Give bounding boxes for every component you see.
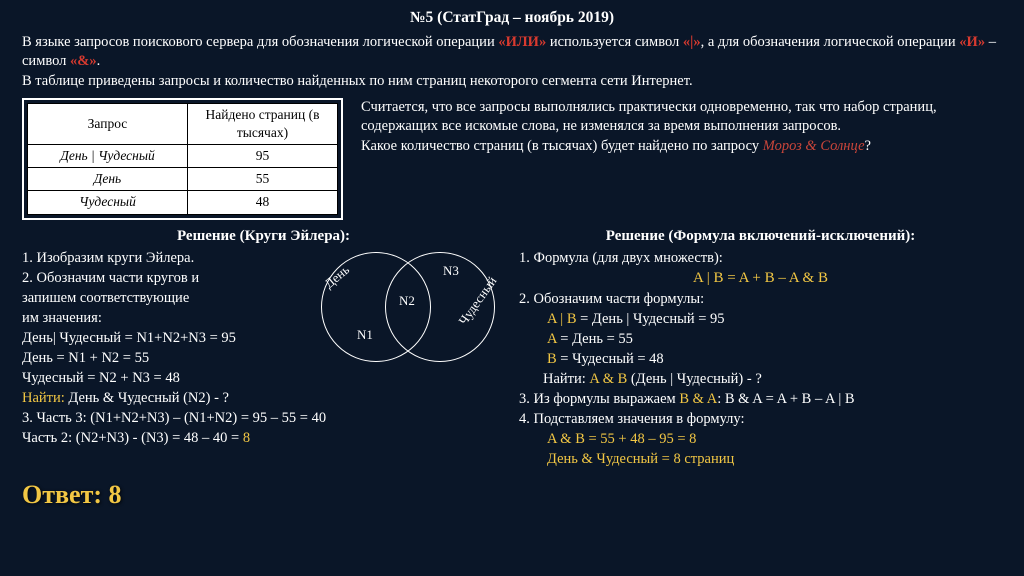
venn-diagram: День Чудесный N1 N2 N3 bbox=[313, 248, 503, 366]
question-text: Считается, что все запросы выполнялись п… bbox=[361, 98, 1002, 220]
sr-l10: День & Чудесный = 8 страниц bbox=[519, 449, 1002, 469]
th-count: Найдено страниц (в тысячах) bbox=[188, 103, 338, 144]
intro-p1e: . bbox=[97, 53, 101, 69]
v2: 55 bbox=[188, 168, 338, 191]
sl-l10b: 8 bbox=[243, 430, 250, 446]
data-table-wrap: Запрос Найдено страниц (в тысячах) День … bbox=[22, 98, 343, 220]
data-table: Запрос Найдено страниц (в тысячах) День … bbox=[27, 103, 338, 215]
sr-l4a: A bbox=[547, 331, 557, 347]
solution-euler: Решение (Круги Эйлера): 1. Изобразим кру… bbox=[22, 226, 505, 469]
sr-l7b: B & A bbox=[679, 391, 717, 407]
sr-l5a: B bbox=[547, 351, 557, 367]
sl-l9: 3. Часть 3: (N1+N2+N3) – (N1+N2) = 95 – … bbox=[22, 408, 505, 428]
sr-l1: 1. Формула (для двух множеств): bbox=[519, 248, 1002, 268]
solutions-row: Решение (Круги Эйлера): 1. Изобразим кру… bbox=[22, 226, 1002, 469]
th-query: Запрос bbox=[28, 103, 188, 144]
sl-l7: Чудесный = N2 + N3 = 48 bbox=[22, 368, 505, 388]
intro-p1b: используется символ bbox=[546, 34, 683, 50]
solution-formula: Решение (Формула включений-исключений): … bbox=[519, 226, 1002, 469]
sr-l2: 2. Обозначим части формулы: bbox=[519, 289, 1002, 309]
right-p2a: Какое количество страниц (в тысячах) буд… bbox=[361, 138, 763, 154]
row-table-question: Запрос Найдено страниц (в тысячах) День … bbox=[22, 98, 1002, 220]
intro-p1a: В языке запросов поискового сервера для … bbox=[22, 34, 498, 50]
right-p1: Считается, что все запросы выполнялись п… bbox=[361, 98, 1002, 137]
q3: Чудесный bbox=[28, 191, 188, 214]
sr-l6b: A & B bbox=[589, 371, 627, 387]
intro-p2: В таблице приведены запросы и количество… bbox=[22, 72, 1002, 92]
intro-and: «И» bbox=[959, 34, 985, 50]
venn-n1: N1 bbox=[357, 326, 373, 344]
sr-l8: 4. Подставляем значения в формулу: bbox=[519, 409, 1002, 429]
sr-l7c: : B & A = A + B – A | B bbox=[717, 391, 854, 407]
v1: 95 bbox=[188, 145, 338, 168]
sol-right-title: Решение (Формула включений-исключений): bbox=[519, 226, 1002, 246]
venn-n3: N3 bbox=[443, 262, 459, 280]
sr-l6c: (День | Чудесный) - ? bbox=[627, 371, 761, 387]
sl-l8a: Найти: bbox=[22, 390, 65, 406]
sr-l3a: A | B bbox=[547, 311, 577, 327]
page-title: №5 (СтатГрад – ноябрь 2019) bbox=[22, 8, 1002, 29]
q1: День | Чудесный bbox=[28, 145, 188, 168]
v3: 48 bbox=[188, 191, 338, 214]
sr-l4b: = День = 55 bbox=[557, 331, 633, 347]
right-p2b: Мороз & Солнце bbox=[763, 138, 865, 154]
sl-l8b: День & Чудесный (N2) - ? bbox=[65, 390, 229, 406]
sr-l6a: Найти: bbox=[543, 371, 589, 387]
intro-p1c: , а для обозначения логической операции bbox=[701, 34, 960, 50]
sr-l5b: = Чудесный = 48 bbox=[557, 351, 664, 367]
intro-or: «ИЛИ» bbox=[498, 34, 546, 50]
sol-left-title: Решение (Круги Эйлера): bbox=[22, 226, 505, 246]
venn-n2: N2 bbox=[399, 292, 415, 310]
sl-l10a: Часть 2: (N2+N3) - (N3) = 48 – 40 = bbox=[22, 430, 243, 446]
sr-l7a: 3. Из формулы выражаем bbox=[519, 391, 679, 407]
intro-pipe: «|» bbox=[683, 34, 701, 50]
intro-text: В языке запросов поискового сервера для … bbox=[22, 33, 1002, 92]
answer: Ответ: 8 bbox=[22, 477, 1002, 512]
sr-formula: A | B = A + B – A & B bbox=[519, 268, 1002, 289]
right-p2c: ? bbox=[865, 138, 871, 154]
sr-l3b: = День | Чудесный = 95 bbox=[577, 311, 725, 327]
sr-l9: A & B = 55 + 48 – 95 = 8 bbox=[519, 429, 1002, 449]
q2: День bbox=[28, 168, 188, 191]
intro-amp: «&» bbox=[70, 53, 97, 69]
